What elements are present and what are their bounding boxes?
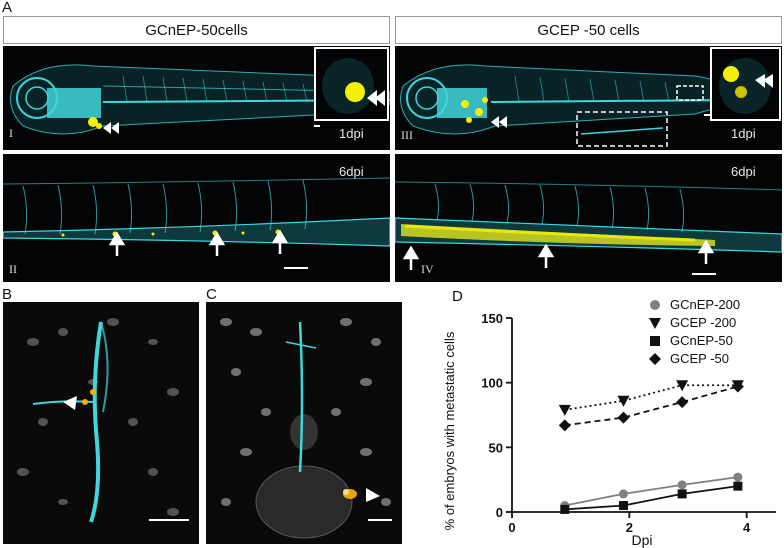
zebrafish-larva-1dpi-image <box>400 47 781 147</box>
data-point <box>618 501 628 511</box>
micrograph-panel-i: I 1dpi <box>3 46 390 150</box>
dpi-label-i: 1dpi <box>339 126 364 141</box>
data-point <box>676 380 689 392</box>
micrograph-panel-b <box>3 302 199 544</box>
circle-marker-icon <box>650 299 660 310</box>
square-marker-icon <box>650 335 660 346</box>
data-point <box>733 472 743 482</box>
dpi-label-ii: 6dpi <box>339 164 364 179</box>
micrograph-panel-iii: III 1dpi <box>395 46 782 150</box>
micrograph-panel-ii: II 6dpi <box>3 154 390 282</box>
legend-item-gcnep-50: GCnEP-50 <box>648 333 733 348</box>
y-axis-label: % of embryos with metastatic cells <box>442 331 457 530</box>
data-point <box>558 419 571 432</box>
triangle-down-marker-icon <box>649 317 661 329</box>
x-tick-label: 2 <box>626 520 633 535</box>
panel-label-b: B <box>2 286 13 303</box>
micrograph-panel-iv: IV 6dpi <box>395 154 782 282</box>
data-point <box>733 481 743 491</box>
chart-d: % of embryos with metastatic cells 0 50 10… <box>442 311 776 548</box>
data-point <box>558 404 571 416</box>
legend-label: GCEP -200 <box>670 315 737 330</box>
data-point <box>676 396 689 409</box>
y-tick-label: 100 <box>481 376 503 391</box>
data-point <box>560 504 570 514</box>
zebrafish-trunk-6dpi-image <box>3 177 390 256</box>
data-point <box>618 489 628 499</box>
zebrafish-larva-1dpi-image <box>10 47 390 135</box>
scale-bar <box>368 519 392 521</box>
scale-bar <box>284 267 308 269</box>
confocal-section-b-image <box>17 318 179 523</box>
legend-item-gcep-200: GCEP -200 <box>648 315 736 330</box>
x-tick-label: 4 <box>743 520 751 535</box>
scale-bar <box>149 519 189 521</box>
series-line <box>564 476 738 507</box>
y-tick-label: 150 <box>481 311 503 326</box>
sub-label-iii: III <box>401 128 413 142</box>
data-point <box>677 489 687 499</box>
y-tick-label: 0 <box>496 505 503 520</box>
sub-label-i: I <box>9 126 13 140</box>
legend-item-gcep-50: GCEP -50 <box>648 351 729 366</box>
legend-label: GCnEP-50 <box>670 333 733 348</box>
header-gcep-50: GCEP -50 cells <box>395 16 782 44</box>
legend-label: GCnEP-200 <box>670 297 741 312</box>
y-tick-label: 50 <box>489 440 503 455</box>
header-gcnep-50: GCnEP-50cells <box>3 16 390 44</box>
series-line <box>564 485 738 511</box>
panel-label-a: A <box>2 0 13 16</box>
sub-label-ii: II <box>9 262 17 276</box>
panel-label-d: D <box>452 288 463 305</box>
micrograph-panel-c <box>206 302 402 544</box>
confocal-section-c-image <box>220 318 391 539</box>
data-point <box>731 380 744 393</box>
diamond-marker-icon <box>649 352 661 365</box>
legend-item-gcnep-200: GCnEP-200 <box>648 297 740 312</box>
dpi-label-iii: 1dpi <box>731 126 756 141</box>
sub-label-iv: IV <box>421 262 434 276</box>
data-point <box>617 411 630 424</box>
series-line <box>564 384 738 411</box>
x-axis-label: Dpi <box>631 532 652 548</box>
scale-bar <box>692 273 716 275</box>
scale-bar <box>314 125 320 127</box>
scale-bar <box>704 114 710 116</box>
x-tick-label: 0 <box>508 520 515 535</box>
legend-label: GCEP -50 <box>670 351 730 366</box>
data-point <box>677 480 687 490</box>
dpi-label-iv: 6dpi <box>731 164 756 179</box>
data-point <box>617 395 630 407</box>
zebrafish-trunk-6dpi-image <box>395 181 782 270</box>
panel-label-c: C <box>206 286 217 303</box>
